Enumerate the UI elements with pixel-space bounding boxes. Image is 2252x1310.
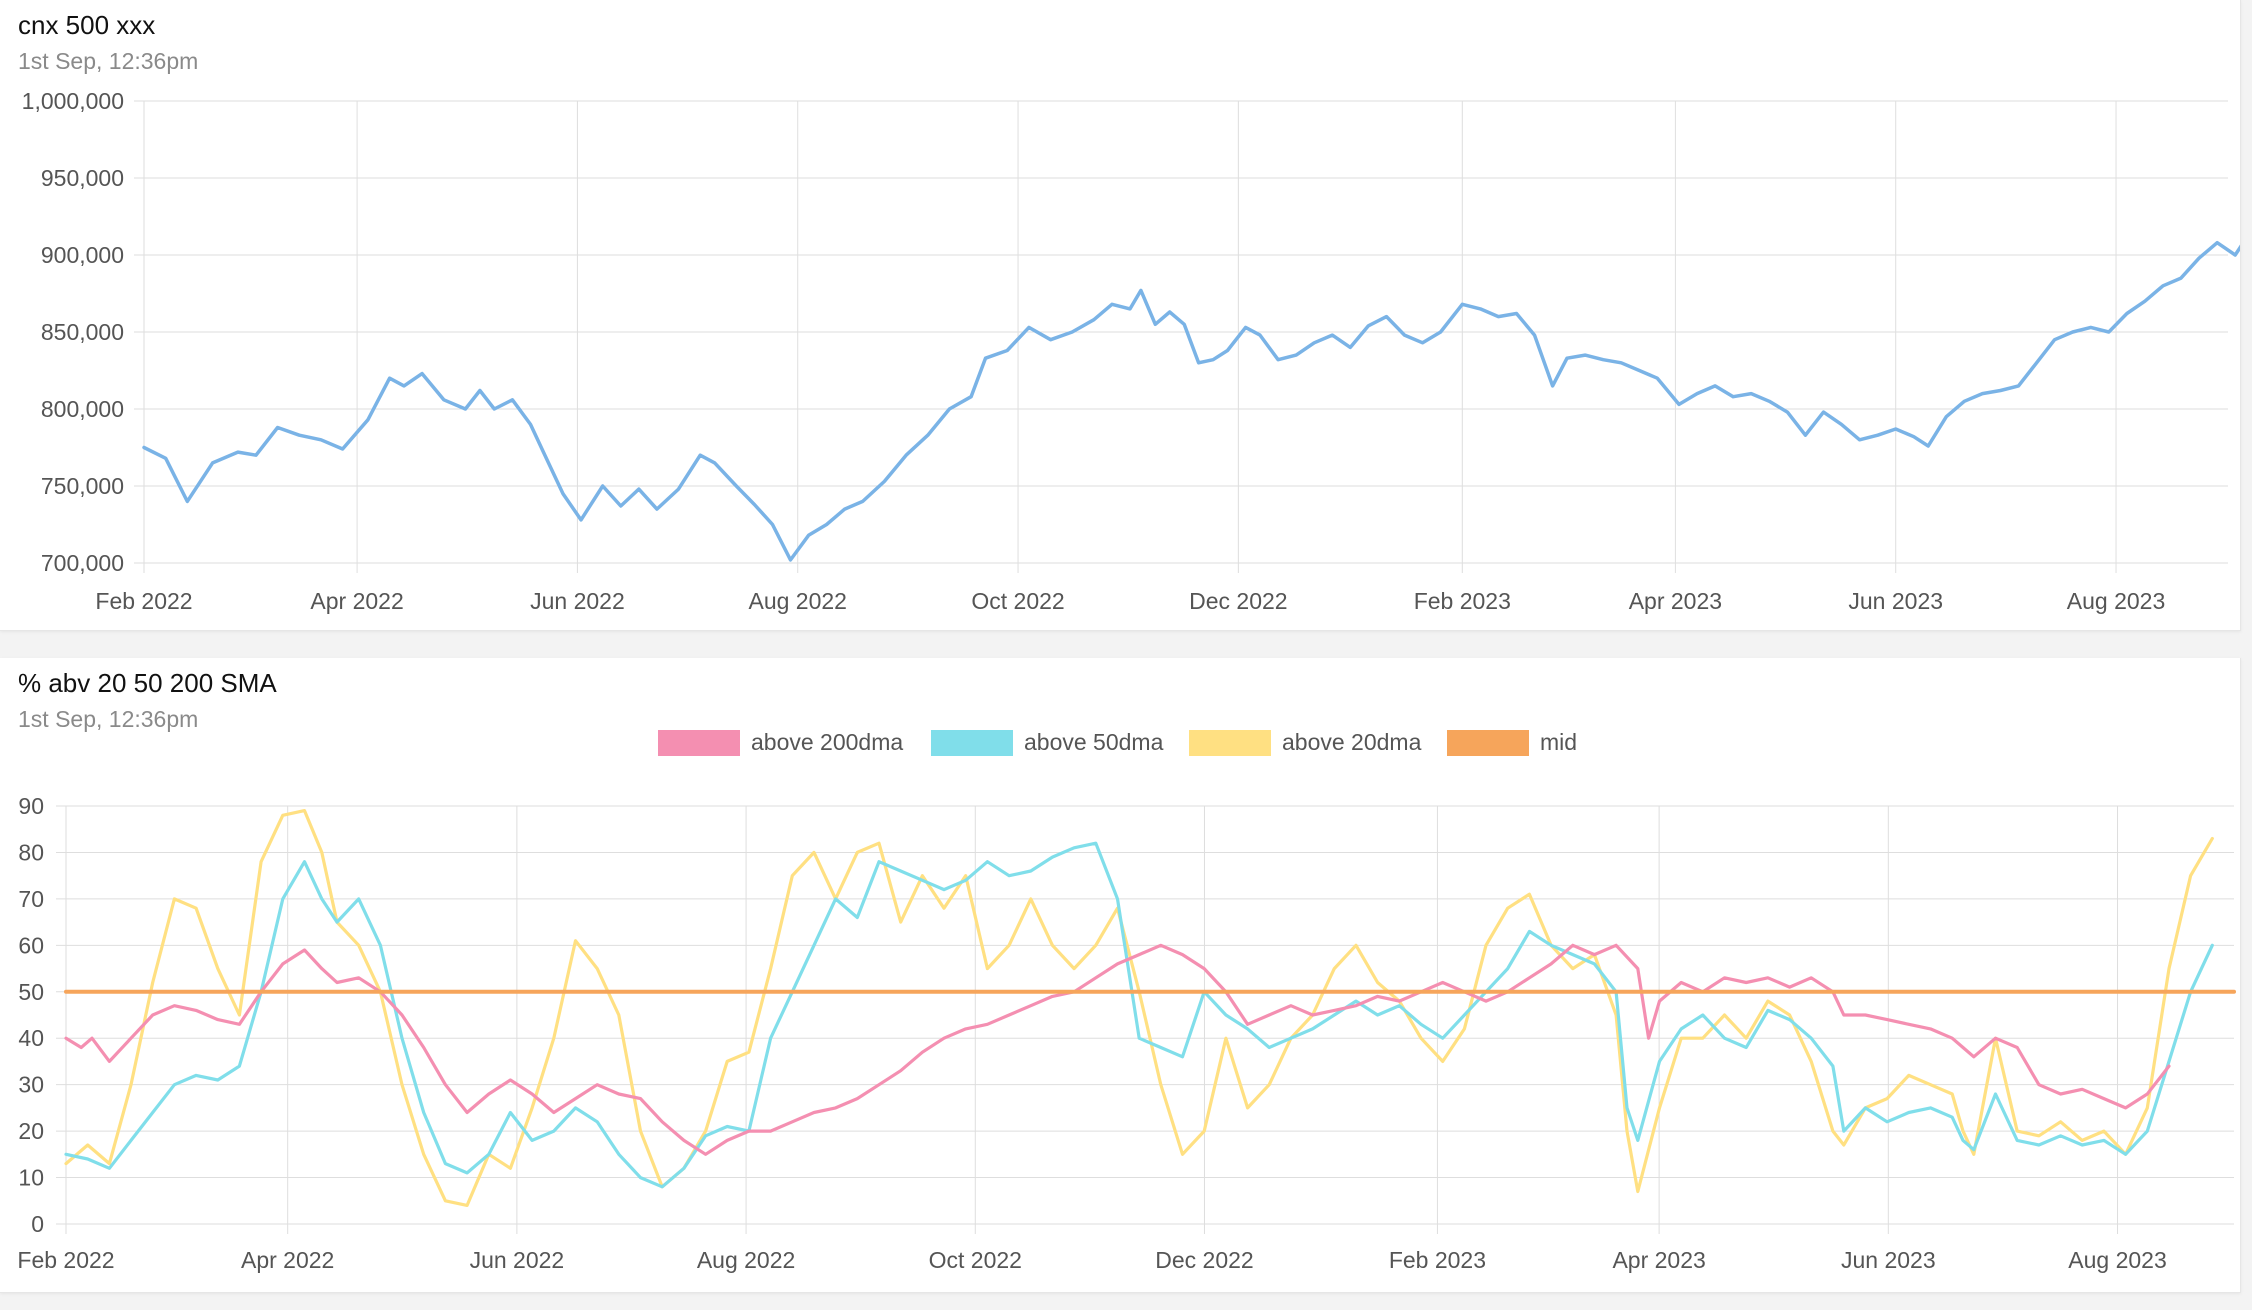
price-chart-svg: 700,000 750,000 800,000 850,000 900,000 950,0… (22, 88, 2240, 614)
breadth-x-tick-label: Oct 2022 (929, 1247, 1022, 1273)
breadth-series-above-20dma (64, 809, 2214, 1208)
breadth-y-tick-label: 10 (18, 1165, 44, 1191)
legend-swatch (1189, 730, 1271, 756)
price-x-tick-label: Jun 2022 (530, 588, 625, 614)
breadth-y-tick-label: 50 (18, 979, 44, 1005)
legend-label: above 200dma (751, 729, 903, 755)
price-x-tick-label: Dec 2022 (1189, 588, 1287, 614)
legend-swatch (658, 730, 740, 756)
price-chart-subtitle: 1st Sep, 12:36pm (18, 48, 199, 74)
breadth-chart-svg: above 200dma above 50dma above 20dma mid 0 1… (17, 729, 2236, 1273)
price-x-tick-label: Apr 2022 (310, 588, 403, 614)
breadth-x-tick-label: Jun 2022 (470, 1247, 565, 1273)
price-y-tick-label: 850,000 (41, 319, 124, 345)
legend-swatch (1447, 730, 1529, 756)
legend-label: above 20dma (1282, 729, 1422, 755)
breadth-series-above-50dma (64, 841, 2214, 1189)
breadth-y-tick-label: 0 (31, 1211, 44, 1237)
price-y-tick-label: 1,000,000 (22, 88, 124, 114)
breadth-chart-subtitle: 1st Sep, 12:36pm (18, 706, 199, 732)
breadth-y-tick-label: 30 (18, 1072, 44, 1098)
price-chart-title: cnx 500 xxx (18, 10, 156, 40)
breadth-y-tick-label: 90 (18, 793, 44, 819)
price-chart-card: cnx 500 xxx 1st Sep, 12:36pm 700,000 750,… (0, 0, 2241, 631)
price-x-tick-label: Aug 2023 (2067, 588, 2165, 614)
breadth-chart-card: % abv 20 50 200 SMA 1st Sep, 12:36pm abo… (0, 658, 2241, 1293)
breadth-series-above-200dma (64, 943, 2171, 1156)
breadth-y-tick-label: 80 (18, 839, 44, 865)
price-x-tick-label: Apr 2023 (1629, 588, 1722, 614)
price-y-tick-label: 750,000 (41, 473, 124, 499)
breadth-x-tick-label: Aug 2022 (697, 1247, 795, 1273)
breadth-y-tick-label: 70 (18, 886, 44, 912)
price-y-tick-label: 800,000 (41, 396, 124, 422)
breadth-x-tick-label: Feb 2023 (1389, 1247, 1486, 1273)
price-y-tick-label: 900,000 (41, 242, 124, 268)
legend-swatch (931, 730, 1013, 756)
price-x-tick-label: Oct 2022 (971, 588, 1064, 614)
price-series-line (142, 240, 2240, 562)
breadth-y-tick-label: 20 (18, 1118, 44, 1144)
breadth-x-tick-label: Apr 2022 (241, 1247, 334, 1273)
legend-label: above 50dma (1024, 729, 1164, 755)
breadth-y-tick-label: 60 (18, 932, 44, 958)
price-x-tick-label: Feb 2023 (1414, 588, 1511, 614)
breadth-x-tick-label: Apr 2023 (1612, 1247, 1705, 1273)
breadth-y-tick-label: 40 (18, 1025, 44, 1051)
price-y-tick-label: 950,000 (41, 165, 124, 191)
price-x-tick-label: Feb 2022 (95, 588, 192, 614)
breadth-x-tick-label: Aug 2023 (2068, 1247, 2166, 1273)
breadth-x-tick-label: Feb 2022 (17, 1247, 114, 1273)
legend-label: mid (1540, 729, 1577, 755)
price-x-tick-label: Jun 2023 (1848, 588, 1943, 614)
price-y-tick-label: 700,000 (41, 550, 124, 576)
breadth-x-tick-label: Jun 2023 (1841, 1247, 1936, 1273)
breadth-x-tick-label: Dec 2022 (1155, 1247, 1253, 1273)
price-x-tick-label: Aug 2022 (748, 588, 846, 614)
breadth-chart-title: % abv 20 50 200 SMA (18, 668, 277, 698)
